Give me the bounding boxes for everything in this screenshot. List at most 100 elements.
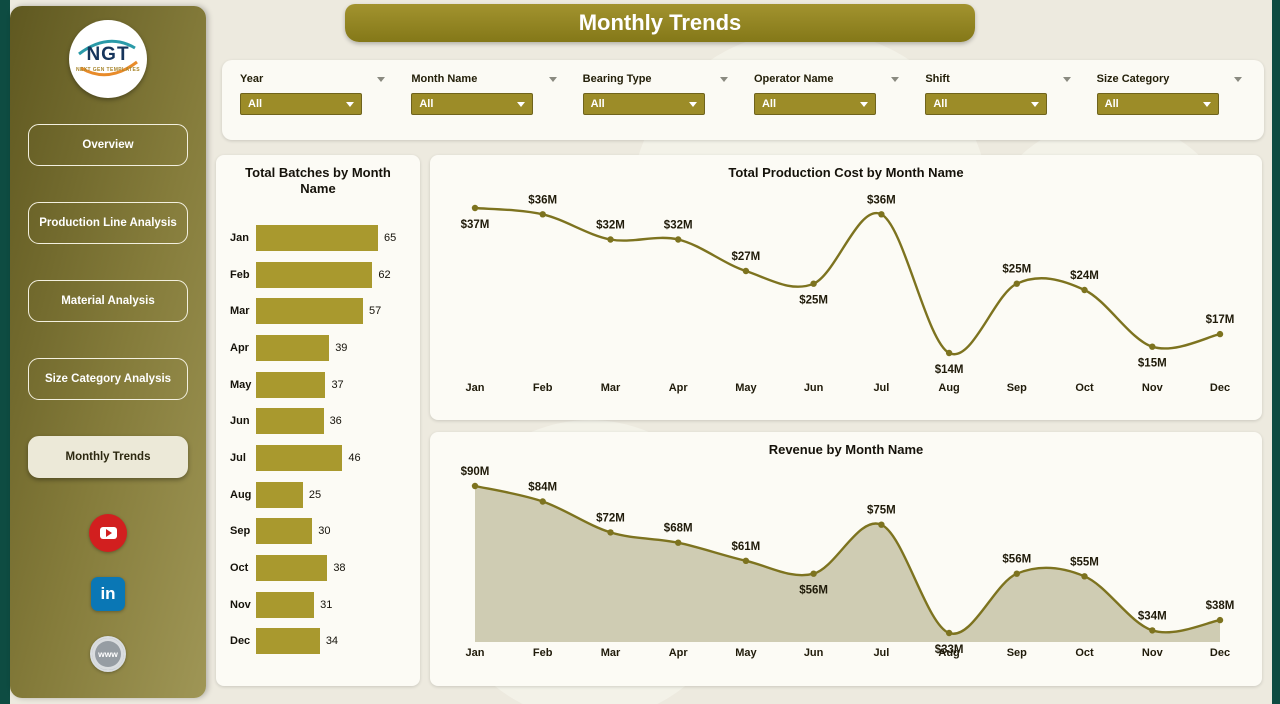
data-label: $33M — [935, 644, 964, 656]
production-cost-line-chart[interactable]: $37M Jan $36M Feb $32M Mar $32M Apr $27M May $25M J… — [430, 181, 1262, 416]
data-label: $90M — [461, 466, 490, 478]
filter-header: Year — [240, 73, 389, 85]
filter-operator-name-dropdown[interactable]: All — [753, 93, 876, 115]
data-point[interactable] — [810, 570, 817, 578]
bar-row-may: May 37 — [222, 366, 414, 403]
chevron-down-icon[interactable] — [891, 76, 900, 82]
data-label: $27M — [732, 251, 761, 263]
page-title: Monthly Trends — [578, 10, 742, 35]
data-point[interactable] — [607, 236, 614, 243]
website-icon[interactable]: www — [90, 636, 126, 672]
data-point[interactable] — [1149, 343, 1156, 351]
data-label: $15M — [1138, 358, 1167, 370]
bar[interactable] — [256, 408, 324, 435]
chevron-down-icon[interactable] — [1233, 76, 1242, 82]
data-point[interactable] — [742, 268, 750, 275]
bar-value-label: 30 — [318, 525, 331, 538]
linkedin-icon[interactable]: in — [91, 577, 125, 611]
x-axis-label: Aug — [938, 382, 959, 394]
bar-row-aug: Aug 25 — [222, 476, 414, 513]
sidebar-nav: Overview Production Line Analysis Material… — [10, 124, 206, 478]
x-axis-label: Nov — [1142, 382, 1164, 394]
dropdown-value: All — [419, 98, 434, 110]
sidebar-item-monthly-trends[interactable]: Monthly Trends — [28, 436, 188, 478]
x-axis-label: May — [735, 382, 757, 394]
data-point[interactable] — [1216, 331, 1224, 338]
data-point[interactable] — [539, 211, 546, 218]
data-point[interactable] — [675, 236, 682, 243]
x-axis-label: Sep — [1007, 647, 1027, 659]
sidebar: NGT NEXT GEN TEMPLATES Overview Productio… — [10, 6, 206, 698]
chevron-down-icon[interactable] — [719, 76, 728, 82]
data-label: $38M — [1206, 600, 1235, 612]
filter-year-dropdown[interactable]: All — [240, 93, 362, 115]
bar[interactable] — [256, 224, 378, 251]
filter-label: Size Category — [1096, 73, 1170, 85]
chevron-down-icon[interactable] — [377, 76, 386, 82]
filter-bearing-type-dropdown[interactable]: All — [582, 93, 705, 115]
youtube-icon[interactable] — [89, 514, 127, 552]
sidebar-item-production-line-analysis[interactable]: Production Line Analysis — [28, 202, 188, 244]
filter-label: Bearing Type — [582, 73, 652, 85]
sidebar-item-size-category-analysis[interactable]: Size Category Analysis — [28, 358, 188, 400]
chevron-down-icon[interactable] — [548, 76, 557, 82]
bar[interactable] — [256, 371, 326, 398]
dropdown-value: All — [248, 98, 263, 110]
x-axis-label: Jun — [804, 382, 824, 394]
x-axis-label: Jan — [466, 647, 485, 659]
production-cost-chart-title: Total Production Cost by Month Name — [728, 165, 964, 180]
bar[interactable] — [256, 298, 363, 325]
chevron-down-icon[interactable] — [1062, 76, 1071, 82]
data-point[interactable] — [1081, 573, 1088, 580]
filter-size-category-dropdown[interactable]: All — [1096, 93, 1219, 115]
data-point[interactable] — [1216, 617, 1224, 624]
bar[interactable] — [256, 334, 330, 361]
bar[interactable] — [256, 261, 373, 288]
bar[interactable] — [256, 628, 320, 655]
data-point[interactable] — [742, 557, 750, 565]
data-label: $72M — [596, 513, 625, 525]
data-point[interactable] — [675, 539, 682, 547]
filter-bar: Year All Month Name All Bearing Type All Opera… — [222, 60, 1264, 140]
data-point[interactable] — [607, 529, 614, 536]
play-triangle-icon — [105, 529, 112, 537]
bar[interactable] — [256, 444, 343, 471]
filter-header: Size Category — [1097, 73, 1246, 85]
bar-row-jun: Jun 36 — [222, 403, 414, 440]
filter-shift-dropdown[interactable]: All — [925, 93, 1048, 115]
data-point[interactable] — [1149, 627, 1156, 634]
bar[interactable] — [256, 518, 313, 545]
data-label: $37M — [461, 219, 490, 231]
filter-month-name-dropdown[interactable]: All — [411, 93, 534, 115]
bar-row-feb: Feb 62 — [222, 256, 414, 293]
filter-month-name: Month Name All — [411, 73, 560, 140]
bar[interactable] — [256, 555, 328, 582]
bar-category-label: Apr — [230, 341, 249, 354]
data-point[interactable] — [539, 498, 546, 505]
data-point[interactable] — [1013, 570, 1020, 578]
bar-value-label: 46 — [348, 451, 361, 464]
revenue-area-chart[interactable]: $90M Jan $84M Feb $72M Mar $68M Apr $61M May $56M J… — [430, 458, 1262, 670]
data-point[interactable] — [810, 280, 817, 288]
data-label: $36M — [867, 195, 896, 207]
data-point[interactable] — [878, 211, 885, 218]
data-point[interactable] — [471, 483, 479, 490]
data-label: $56M — [1002, 554, 1031, 566]
bar[interactable] — [256, 481, 303, 508]
bar-category-label: Nov — [230, 598, 251, 611]
bar-category-label: Jan — [230, 231, 249, 244]
data-point[interactable] — [1013, 280, 1020, 288]
bar[interactable] — [256, 591, 315, 618]
x-axis-label: Jul — [873, 382, 889, 394]
chevron-down-icon — [1031, 101, 1040, 107]
data-point[interactable] — [945, 630, 953, 637]
sidebar-item-overview[interactable]: Overview — [28, 124, 188, 166]
x-axis-label: Feb — [533, 382, 553, 394]
data-point[interactable] — [878, 521, 885, 529]
data-point[interactable] — [1081, 287, 1088, 294]
sidebar-item-material-analysis[interactable]: Material Analysis — [28, 280, 188, 322]
data-point[interactable] — [945, 350, 953, 357]
data-point[interactable] — [471, 205, 479, 212]
left-edge-strip — [0, 0, 10, 704]
data-label: $55M — [1070, 557, 1099, 569]
